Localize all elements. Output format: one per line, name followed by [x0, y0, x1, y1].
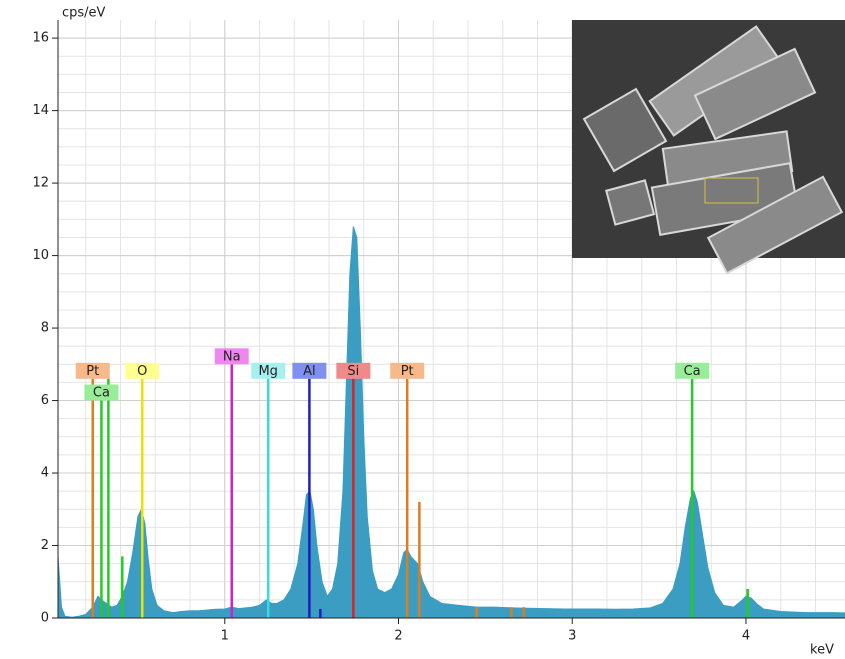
spectrum-area [57, 226, 845, 619]
element-label: Si [347, 364, 359, 379]
element-tag: Ca [84, 384, 119, 401]
y-tick-label: 8 [41, 321, 49, 336]
element-tag-box [292, 362, 327, 379]
element-tag: Si [336, 362, 371, 379]
element-tag: Al [292, 362, 327, 379]
element-tag: Ca [675, 362, 710, 379]
selection-box [704, 177, 759, 204]
element-tag-box [251, 362, 286, 379]
element-label: Pt [401, 364, 414, 379]
element-tag-box [336, 362, 371, 379]
element-label: Ca [93, 386, 110, 401]
element-tag-box [75, 362, 110, 379]
y-tick-label: 6 [41, 393, 49, 408]
x-tick-label: 1 [221, 629, 229, 644]
element-tag: O [125, 362, 160, 379]
element-label: Al [303, 364, 316, 379]
crystals [582, 25, 844, 275]
element-label: O [137, 364, 147, 379]
element-tag-box [390, 362, 425, 379]
x-tick-label: 3 [568, 629, 576, 644]
element-tag-box [214, 348, 249, 365]
element-label: Pt [86, 364, 99, 379]
y-tick-label: 2 [41, 538, 49, 553]
y-tick-label: 0 [41, 611, 49, 626]
element-tag-box [675, 362, 710, 379]
element-label: Ca [684, 364, 701, 379]
y-tick-label: 10 [32, 248, 49, 263]
y-tick-label: 14 [32, 103, 49, 118]
axes [52, 20, 845, 624]
element-tag: Pt [390, 362, 425, 379]
y-tick-label: 4 [41, 466, 49, 481]
element-label: Mg [258, 364, 277, 379]
x-tick-label: 4 [742, 629, 750, 644]
plot: Pt Ca O Na Mg Al Si Pt Ca [57, 226, 845, 619]
y-axis-label: cps/eV [62, 6, 106, 21]
element-tag-box [125, 362, 160, 379]
sem-inset [572, 20, 845, 275]
y-tick-label: 12 [32, 176, 49, 191]
x-axis-label: keV [810, 643, 834, 658]
element-tag: Na [214, 348, 249, 365]
y-tick-label: 16 [32, 31, 49, 46]
x-tick-label: 2 [394, 629, 402, 644]
element-tag-box [84, 384, 119, 401]
element-tag: Pt [75, 362, 110, 379]
element-label: Na [223, 349, 241, 364]
element-tag: Mg [251, 362, 286, 379]
